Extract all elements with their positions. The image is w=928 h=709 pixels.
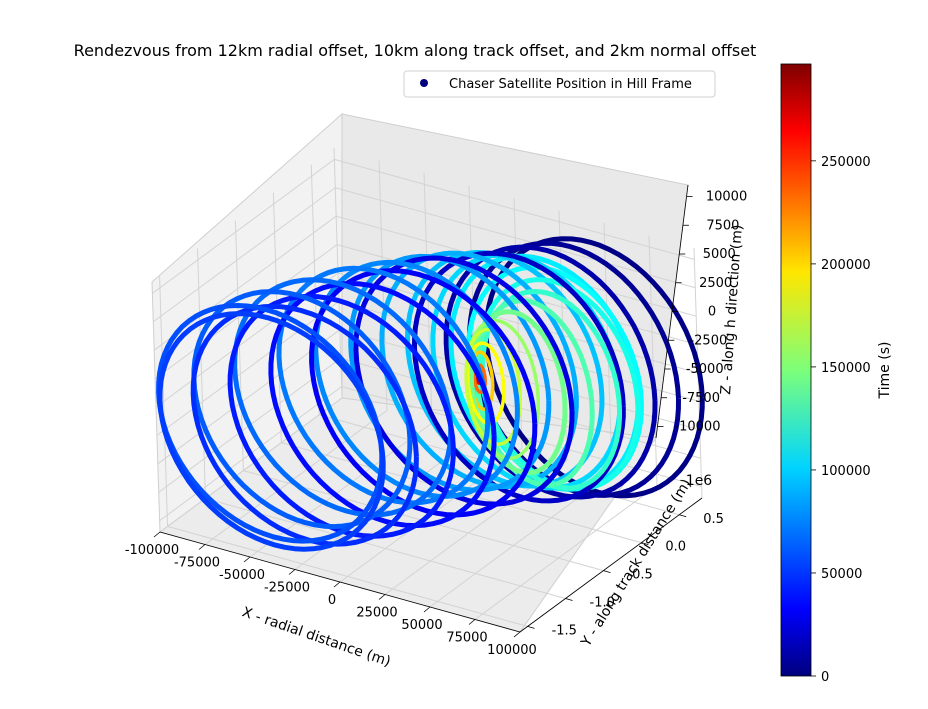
x-axis: -100000-75000-50000-25000 0 25000 50000 7500…: [125, 531, 537, 658]
colorbar-tick-label: 150000: [821, 361, 871, 376]
z-tick-label: 2500: [699, 276, 732, 291]
colorbar-tick-label: 50000: [821, 567, 862, 582]
y-tick-label: 0.5: [703, 512, 724, 527]
x-grid-floor: [249, 422, 433, 558]
z-grid-back: [337, 272, 699, 374]
x-tick-label: -50000: [219, 568, 265, 583]
y-tick-mark: [527, 626, 535, 629]
trajectory-ring: [468, 309, 568, 476]
x-grid-floor: [159, 397, 343, 533]
z-grid-left: [156, 301, 340, 436]
trajectory-ring: [268, 281, 497, 529]
y-tick-label: 0.0: [665, 540, 686, 555]
z-grid-left: [152, 158, 335, 294]
trajectory-rings: [156, 236, 705, 552]
x-tick-label: -75000: [174, 556, 220, 571]
y-tick-mark: [565, 598, 573, 601]
x-tick-mark: [513, 631, 521, 638]
x-tick-label: -100000: [125, 543, 179, 558]
x-tick-mark: [198, 544, 206, 550]
colorbar-label: Time (s): [877, 342, 893, 400]
z-grid-back: [336, 215, 697, 317]
z-tick-label: -10000: [674, 420, 720, 435]
x-tick-mark: [288, 569, 296, 575]
chart-title: Rendezvous from 12km radial offset, 10km…: [74, 41, 757, 60]
trajectory-ring: [353, 255, 575, 507]
colorbar-tick-label: 250000: [821, 155, 871, 170]
x-tick-label: 100000: [487, 643, 537, 658]
colorbar: [780, 63, 812, 677]
colorbar-tick-label: 100000: [821, 464, 871, 479]
z-tick-label: 10000: [706, 190, 747, 205]
y-tick-mark: [641, 542, 649, 546]
x-grid-floor: [474, 485, 658, 620]
x-tick-label: -25000: [264, 581, 310, 596]
trajectory-ring: [157, 311, 386, 552]
trajectory-ring: [443, 244, 658, 500]
legend-marker: [420, 79, 428, 87]
z-tick-label: -5000: [686, 362, 724, 377]
trajectory-ring: [227, 293, 456, 539]
colorbar-ticks: 0 50000 100000 150000 200000 250000: [811, 155, 871, 685]
y-tick-label: -1.5: [552, 623, 577, 638]
y-tick-mark: [679, 514, 687, 518]
y-tick-label: -1.0: [590, 596, 615, 611]
trajectory-ring: [190, 303, 419, 547]
x-tick-label: 25000: [356, 606, 397, 621]
x-tick-mark: [423, 606, 431, 613]
colorbar-tick-label: 200000: [821, 258, 871, 273]
z-tick-label: 7500: [706, 218, 739, 233]
legend-label: Chaser Satellite Position in Hill Frame: [449, 77, 692, 92]
z-tick-label: 5000: [703, 247, 736, 262]
z-tick-label: 0: [708, 305, 716, 320]
z-grid-back: [334, 158, 695, 260]
y-axis-offset-text: 1e6: [686, 473, 713, 489]
x-tick-mark: [243, 556, 251, 563]
z-axis: -10000 -7500 -5000 -2500 0 2500 5000 7500 10000: [655, 184, 747, 439]
x-tick-mark: [468, 619, 476, 625]
legend-box: [403, 70, 716, 98]
y-tick-label: -0.5: [627, 568, 652, 583]
z-grid-left: [152, 187, 336, 323]
y-axis: -1.5 -1.0 -0.5 0.0 0.5: [519, 497, 724, 638]
trajectory-ring: [412, 250, 626, 504]
x-tick-mark: [378, 594, 386, 600]
trajectory-ring: [348, 253, 552, 493]
y-axis-line: [519, 497, 703, 633]
x-tick-label: 0: [328, 593, 336, 608]
colorbar-tick-label: 0: [821, 670, 829, 685]
z-tick-label: -2500: [689, 333, 727, 348]
legend: Chaser Satellite Position in Hill Frame: [403, 70, 716, 98]
x-tick-label: 50000: [401, 618, 442, 633]
z-tick-label: -7500: [682, 391, 720, 406]
x-tick-mark: [333, 581, 341, 588]
y-grid-floor: [167, 525, 528, 627]
y-tick-mark: [603, 570, 611, 573]
x-tick-label: 75000: [446, 631, 487, 646]
z-grid-back: [335, 187, 696, 289]
y-grid-floor: [205, 498, 566, 599]
trajectory-ring: [309, 268, 538, 518]
x-tick-mark: [153, 531, 161, 538]
